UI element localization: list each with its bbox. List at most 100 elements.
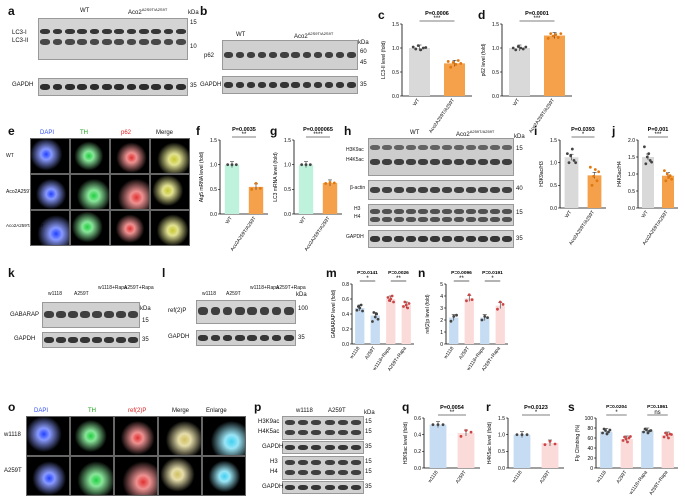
blot-h-row-h3k9ac: H3K9ac bbox=[346, 147, 364, 153]
bar bbox=[495, 305, 505, 344]
blot-band bbox=[454, 217, 464, 222]
x-tick-label: A259T bbox=[455, 470, 468, 485]
sig-stars: ** bbox=[450, 410, 455, 416]
y-tick-label: 0.0 bbox=[498, 466, 505, 472]
data-point bbox=[556, 36, 560, 39]
data-point bbox=[407, 302, 411, 305]
blot-band bbox=[176, 29, 186, 34]
panel-label-a: a bbox=[8, 4, 15, 18]
blot-p-kda-5: 15 bbox=[365, 469, 372, 475]
y-axis-label: LC3-II level (fold) bbox=[381, 41, 387, 79]
x-tick-label: Aco2A259T/A259T bbox=[568, 210, 596, 247]
blot-band bbox=[418, 209, 428, 214]
blot-band bbox=[406, 159, 416, 165]
blot-p-row-4: H3 bbox=[270, 459, 278, 465]
blot-band bbox=[297, 460, 309, 465]
blot-p-row-2: H4K5ac bbox=[258, 429, 280, 435]
bar bbox=[355, 308, 365, 344]
blot-b-kda-1: 60 bbox=[360, 49, 367, 55]
blot-band bbox=[502, 187, 512, 193]
panel-label-p: p bbox=[254, 400, 262, 414]
blot-band bbox=[466, 209, 476, 214]
blot-band bbox=[89, 29, 100, 34]
y-tick-label: 5 bbox=[440, 282, 443, 288]
blot-h-mut: Aco2A259T/A259T bbox=[456, 129, 495, 139]
sig-stars: * bbox=[582, 132, 585, 138]
x-tick-label: w1118 bbox=[511, 469, 524, 484]
blot-k-gapdh bbox=[42, 332, 140, 348]
blot-p-kda-3: 35 bbox=[365, 444, 372, 450]
sig-stars: *** bbox=[433, 16, 441, 22]
data-point bbox=[449, 65, 453, 69]
blot-band bbox=[351, 460, 362, 465]
blot-band bbox=[77, 29, 87, 34]
x-tick-label: A259T+Rapa bbox=[648, 469, 669, 496]
data-point bbox=[643, 427, 647, 431]
blot-band bbox=[80, 337, 90, 343]
sig-stars: * bbox=[535, 410, 538, 416]
data-point bbox=[230, 163, 234, 167]
blot-band bbox=[442, 145, 452, 150]
data-point bbox=[602, 427, 606, 431]
blot-band bbox=[490, 217, 500, 222]
data-point bbox=[416, 44, 420, 47]
blot-band bbox=[490, 236, 500, 242]
blot-band bbox=[351, 420, 362, 425]
x-tick-label: w1118+Rapa bbox=[466, 345, 487, 371]
y-axis-label: LC3 mRNA level (fold) bbox=[273, 152, 279, 202]
data-point bbox=[548, 439, 552, 443]
y-tick-label: 1.0 bbox=[492, 46, 499, 52]
y-tick-label: 40 bbox=[587, 446, 593, 452]
data-point bbox=[597, 170, 601, 174]
blot-h-row-h3: H3 bbox=[354, 206, 361, 212]
y-tick-label: 20 bbox=[587, 456, 593, 462]
data-point bbox=[359, 303, 363, 307]
blot-band bbox=[52, 29, 63, 34]
data-point bbox=[356, 305, 360, 308]
micrograph-tile bbox=[202, 416, 246, 456]
micrograph-tile bbox=[26, 456, 70, 496]
data-point bbox=[414, 47, 418, 51]
blot-band bbox=[454, 187, 464, 193]
blot-band bbox=[442, 187, 452, 193]
blot-band bbox=[176, 84, 186, 90]
blot-band bbox=[337, 470, 349, 475]
data-point bbox=[486, 316, 489, 319]
blot-band bbox=[247, 307, 257, 315]
blot-h-kda-3: 15 bbox=[516, 210, 523, 216]
blot-b-kda-title: kDa bbox=[358, 40, 369, 46]
y-axis-label: H4K5ac/H4 bbox=[617, 161, 623, 187]
data-point bbox=[373, 315, 377, 319]
blot-band bbox=[284, 307, 294, 315]
blot-h-actin bbox=[368, 180, 514, 200]
x-tick-label: WT bbox=[298, 216, 307, 226]
data-point bbox=[402, 305, 405, 308]
blot-band bbox=[336, 52, 345, 58]
data-point bbox=[483, 315, 487, 318]
blot-band bbox=[116, 337, 126, 343]
data-point bbox=[590, 183, 594, 187]
micrograph-tile bbox=[158, 416, 202, 456]
blot-band bbox=[324, 82, 334, 88]
blot-band bbox=[89, 39, 100, 45]
blot-band bbox=[126, 39, 137, 45]
bar bbox=[224, 164, 240, 214]
data-point bbox=[559, 32, 563, 35]
blot-band bbox=[382, 209, 392, 214]
y-tick-label: 0.6 bbox=[414, 416, 421, 422]
data-point bbox=[670, 177, 673, 181]
data-point bbox=[624, 437, 628, 441]
y-tick-label: 1.0 bbox=[284, 162, 291, 168]
blot-band bbox=[259, 335, 270, 341]
blot-k-kda-1: 15 bbox=[142, 318, 149, 324]
blot-band bbox=[222, 307, 233, 315]
blot-band bbox=[442, 217, 452, 222]
data-point bbox=[554, 33, 558, 36]
blot-band bbox=[68, 311, 78, 318]
blot-b-mut: Aco2A2S9T/A2S9T bbox=[294, 31, 334, 41]
data-point bbox=[406, 306, 410, 310]
x-tick-label: Aco2A259T/A259T bbox=[229, 216, 257, 253]
blot-band bbox=[430, 217, 440, 222]
blot-band bbox=[92, 337, 102, 343]
